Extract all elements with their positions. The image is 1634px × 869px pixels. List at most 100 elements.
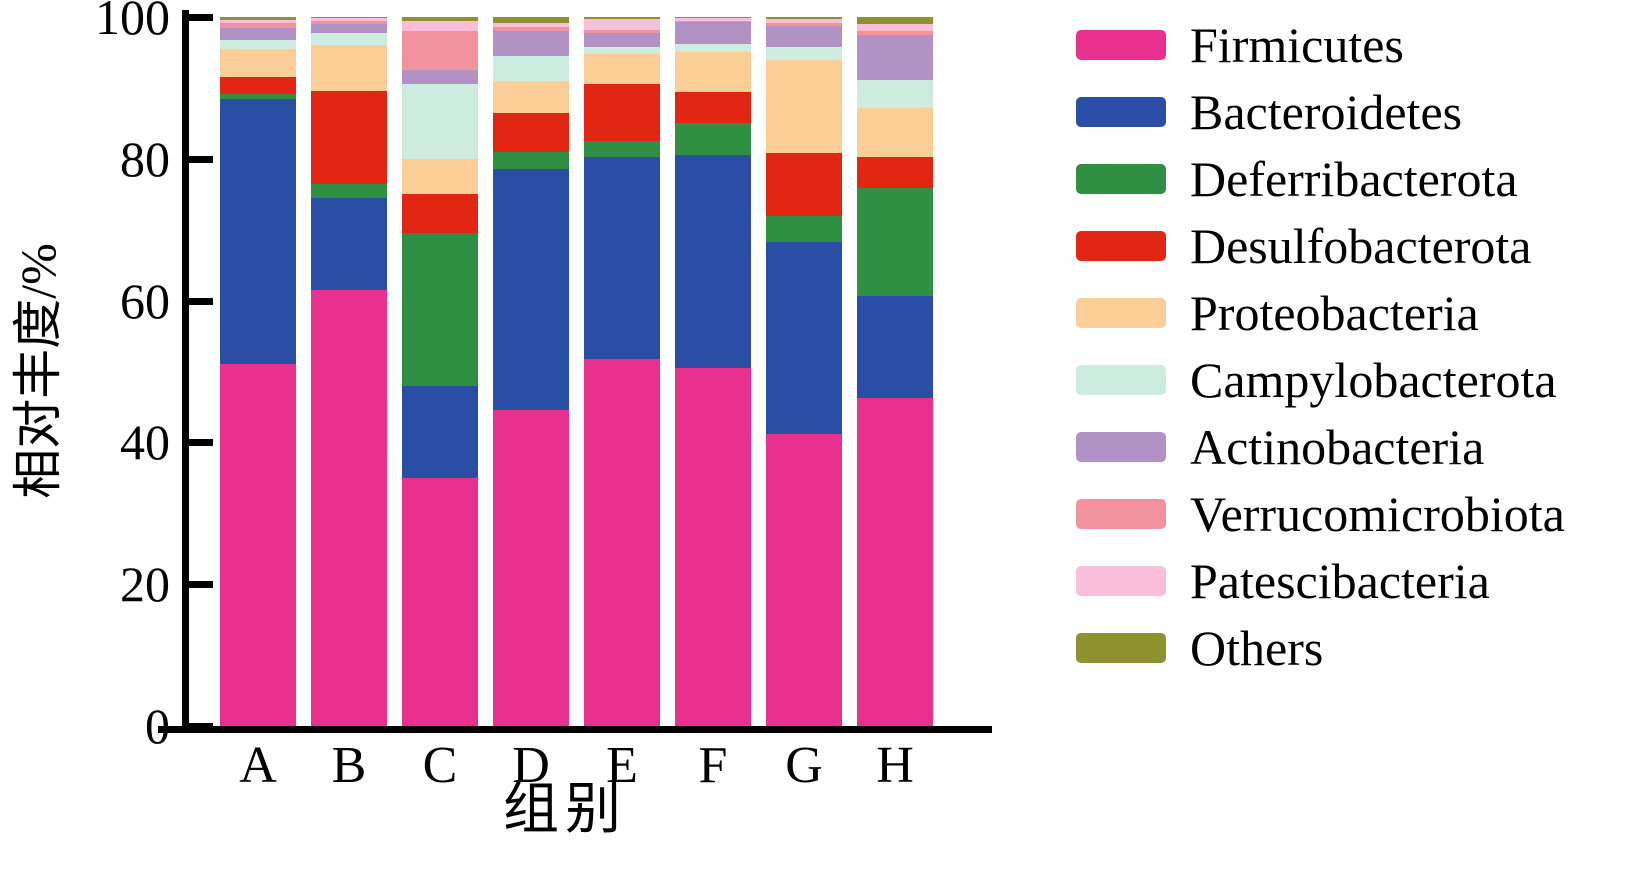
bar-E-segment-firmicutes	[584, 358, 660, 726]
x-category-label-B: B	[331, 737, 367, 794]
bar-D-segment-deferribacterota	[493, 151, 569, 170]
x-category-label-G: G	[785, 737, 823, 794]
bar-A-segment-desulfobacterota	[220, 77, 296, 94]
bar-G-segment-others	[766, 17, 842, 20]
bar-A-segment-actinobacteria	[220, 27, 296, 40]
bar-B-segment-others	[311, 17, 387, 19]
x-category-label-C: C	[422, 737, 458, 794]
legend-swatch-firmicutes	[1076, 30, 1166, 60]
y-axis-title: 相对丰度/%	[10, 243, 66, 499]
bar-B-segment-deferribacterota	[311, 183, 387, 198]
legend-swatch-patescibacteria	[1076, 566, 1166, 596]
y-tick-label-100: 100	[95, 0, 170, 45]
bar-E-segment-deferribacterota	[584, 141, 660, 158]
legend-swatch-proteobacteria	[1076, 298, 1166, 328]
bar-G-segment-actinobacteria	[766, 26, 842, 48]
y-tick-mark-60	[189, 297, 213, 305]
legend-swatch-campylobacterota	[1076, 365, 1166, 395]
bar-H-segment-campylobacterota	[857, 80, 933, 109]
bar-G-segment-firmicutes	[766, 433, 842, 726]
bar-D-segment-desulfobacterota	[493, 112, 569, 152]
bar-E-segment-verrucomicrobiota	[584, 29, 660, 33]
bar-A-segment-verrucomicrobiota	[220, 22, 296, 28]
bar-G-segment-patescibacteria	[766, 19, 842, 24]
bar-H-segment-proteobacteria	[857, 108, 933, 158]
bar-G-segment-deferribacterota	[766, 216, 842, 242]
bar-G-segment-desulfobacterota	[766, 153, 842, 217]
bar-F-segment-patescibacteria	[675, 18, 751, 21]
x-category-label-A: A	[239, 737, 277, 794]
bar-G-segment-proteobacteria	[766, 59, 842, 154]
bar-C-segment-desulfobacterota	[402, 194, 478, 234]
legend-swatch-deferribacterota	[1076, 164, 1166, 194]
x-category-label-F: F	[698, 737, 728, 794]
bar-E-segment-desulfobacterota	[584, 84, 660, 142]
y-tick-label-20: 20	[120, 556, 170, 613]
bar-H-segment-desulfobacterota	[857, 157, 933, 188]
bar-C-segment-verrucomicrobiota	[402, 31, 478, 71]
bar-A-segment-proteobacteria	[220, 48, 296, 78]
bar-F-segment-actinobacteria	[675, 21, 751, 44]
bar-A-segment-firmicutes	[220, 364, 296, 726]
x-category-label-H: H	[876, 737, 914, 794]
legend-label-firmicutes: Firmicutes	[1190, 17, 1404, 73]
bar-F-segment-proteobacteria	[675, 52, 751, 93]
bar-D-segment-campylobacterota	[493, 55, 569, 81]
legend-label-bacteroidetes: Bacteroidetes	[1190, 84, 1463, 140]
y-tick-label-80: 80	[120, 130, 170, 187]
y-tick-mark-100	[189, 14, 213, 21]
bar-D-segment-bacteroidetes	[493, 169, 569, 411]
legend-label-actinobacteria: Actinobacteria	[1190, 419, 1485, 475]
bar-F-segment-desulfobacterota	[675, 92, 751, 123]
legend-label-desulfobacterota: Desulfobacterota	[1190, 218, 1532, 274]
bar-E-segment-campylobacterota	[584, 46, 660, 54]
y-tick-mark-0	[189, 723, 213, 730]
bar-E-segment-others	[584, 17, 660, 20]
x-category-label-E: E	[606, 737, 638, 794]
bar-G-segment-verrucomicrobiota	[766, 23, 842, 27]
legend-label-others: Others	[1190, 620, 1324, 676]
y-tick-mark-20	[189, 581, 213, 589]
bar-F-segment-campylobacterota	[675, 43, 751, 53]
y-tick-label-0: 0	[145, 698, 170, 754]
bar-C-segment-deferribacterota	[402, 233, 478, 386]
bar-B-segment-actinobacteria	[311, 24, 387, 33]
bar-E-segment-proteobacteria	[584, 53, 660, 85]
bar-F-segment-others	[675, 17, 751, 19]
bar-F-segment-verrucomicrobiota	[675, 20, 751, 22]
bar-H-segment-deferribacterota	[857, 187, 933, 296]
legend-label-patescibacteria: Patescibacteria	[1190, 553, 1490, 609]
bar-D-segment-actinobacteria	[493, 31, 569, 56]
bar-F-segment-firmicutes	[675, 367, 751, 726]
x-category-label-D: D	[512, 737, 550, 794]
x-axis-line	[158, 726, 992, 733]
bar-H-segment-actinobacteria	[857, 35, 933, 81]
y-axis-line	[182, 10, 189, 733]
bar-E-segment-actinobacteria	[584, 32, 660, 47]
bar-B-segment-patescibacteria	[311, 18, 387, 22]
bar-B-segment-bacteroidetes	[311, 197, 387, 290]
bar-C-segment-firmicutes	[402, 477, 478, 726]
legend-swatch-desulfobacterota	[1076, 231, 1166, 261]
bar-B-segment-firmicutes	[311, 289, 387, 726]
legend-label-campylobacterota: Campylobacterota	[1190, 352, 1557, 408]
legend-label-verrucomicrobiota: Verrucomicrobiota	[1190, 486, 1565, 542]
y-tick-mark-80	[189, 155, 213, 163]
bar-H-segment-firmicutes	[857, 398, 933, 726]
bar-E-segment-bacteroidetes	[584, 157, 660, 359]
bar-H-segment-others	[857, 17, 933, 25]
bar-D-segment-proteobacteria	[493, 80, 569, 113]
bar-H-segment-bacteroidetes	[857, 295, 933, 399]
bar-H-segment-patescibacteria	[857, 24, 933, 32]
bar-C-segment-campylobacterota	[402, 84, 478, 159]
bar-D-segment-firmicutes	[493, 410, 569, 726]
bar-D-segment-others	[493, 17, 569, 23]
bar-C-segment-actinobacteria	[402, 70, 478, 85]
bar-F-segment-bacteroidetes	[675, 155, 751, 368]
bar-B-segment-campylobacterota	[311, 32, 387, 46]
bar-C-segment-proteobacteria	[402, 158, 478, 195]
y-tick-label-60: 60	[120, 272, 170, 329]
bar-C-segment-patescibacteria	[402, 20, 478, 32]
y-tick-label-40: 40	[120, 414, 170, 471]
bar-B-segment-verrucomicrobiota	[311, 21, 387, 25]
